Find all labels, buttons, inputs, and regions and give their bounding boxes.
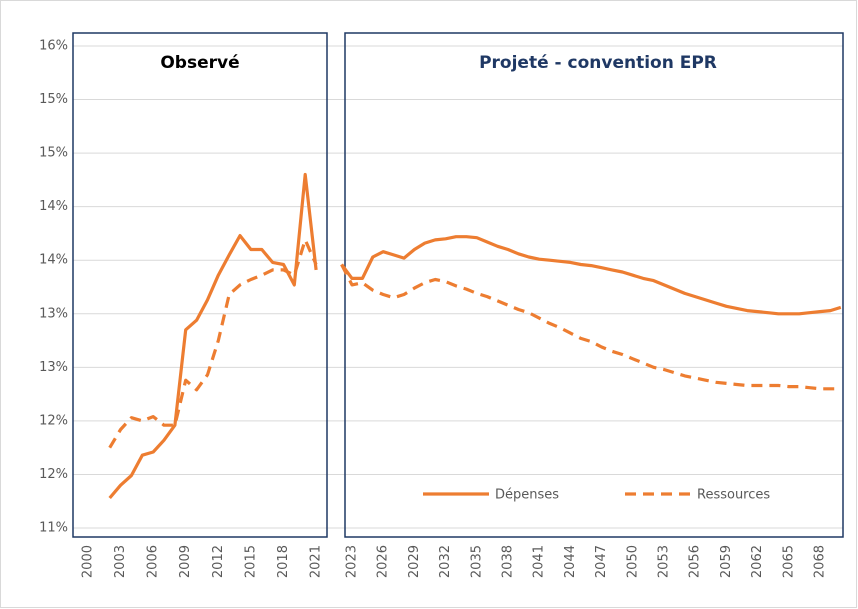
y-tick-label: 13%: [39, 360, 68, 375]
x-tick-label: 2065: [781, 545, 796, 578]
y-tick-label: 15%: [39, 146, 68, 161]
y-tick-label: 12%: [39, 467, 68, 482]
y-tick-label: 14%: [39, 199, 68, 214]
x-tick-label: 2026: [376, 545, 391, 578]
legend-label: Dépenses: [495, 488, 559, 503]
x-tick-label: 2000: [81, 545, 96, 578]
x-tick-label: 2068: [813, 545, 828, 578]
x-tick-label: 2015: [243, 545, 258, 578]
x-tick-label: 2003: [113, 545, 128, 578]
data-line: [340, 235, 842, 316]
panel-frame: [72, 32, 328, 538]
y-tick-label: 14%: [39, 253, 68, 268]
y-tick-label: 12%: [39, 413, 68, 428]
x-tick-label: 2023: [345, 545, 360, 578]
y-tick-label: 11%: [39, 521, 68, 536]
y-tick-label: 15%: [39, 92, 68, 107]
data-line: [340, 263, 841, 391]
x-tick-label: 2044: [563, 545, 578, 578]
x-tick-label: 2035: [469, 545, 484, 578]
x-tick-label: 2032: [438, 545, 453, 578]
x-tick-label: 2041: [532, 545, 547, 578]
panel-title: Projeté - convention EPR: [479, 53, 717, 73]
panel-frame: [344, 32, 844, 538]
y-tick-label: 16%: [39, 39, 68, 54]
x-tick-label: 2029: [407, 545, 422, 578]
x-tick-label: 2062: [750, 545, 765, 578]
x-tick-label: 2056: [688, 545, 703, 578]
x-tick-label: 2021: [309, 545, 324, 578]
panel-title: Observé: [160, 53, 239, 73]
x-tick-label: 2059: [719, 545, 734, 578]
y-tick-label: 13%: [39, 306, 68, 321]
x-tick-label: 2038: [501, 545, 516, 578]
data-line: [108, 172, 318, 500]
x-tick-label: 2050: [625, 545, 640, 578]
x-tick-label: 2018: [276, 545, 291, 578]
x-tick-label: 2006: [146, 545, 161, 578]
x-tick-label: 2047: [594, 545, 609, 578]
x-tick-label: 2012: [211, 545, 226, 578]
legend-label: Ressources: [697, 488, 770, 503]
data-line: [108, 238, 318, 449]
x-tick-label: 2009: [178, 545, 193, 578]
x-tick-label: 2053: [657, 545, 672, 578]
